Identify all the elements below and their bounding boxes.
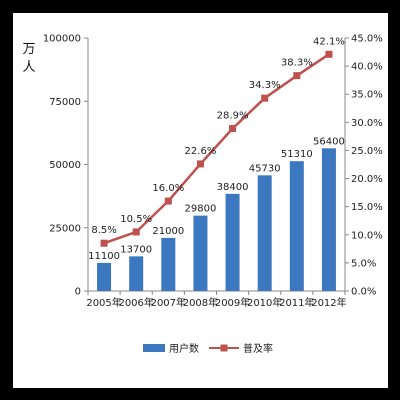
bar bbox=[129, 256, 144, 291]
left-tick-label: 75000 bbox=[49, 97, 81, 108]
x-tick-label: 2010年 bbox=[247, 296, 282, 309]
right-axis-ticks: 0.0% 5.0% 10.0% 15.0% 20.0% 25.0% 30.0% 35.0% 40… bbox=[345, 34, 383, 298]
right-tick-label: 40.0% bbox=[351, 62, 383, 73]
right-tick-label: 5.0% bbox=[351, 258, 376, 269]
line-value-label: 8.5% bbox=[91, 225, 116, 236]
line-value-labels: 8.5% 10.5% 16.0% 22.6% 28.9% 34.3%38.3%42.1% bbox=[91, 36, 344, 236]
x-tick-label: 2005年 bbox=[86, 296, 121, 309]
left-tick-label: 25000 bbox=[49, 223, 81, 234]
line-path bbox=[103, 53, 330, 245]
line-marker bbox=[100, 239, 108, 247]
combo-chart: 0 25000 50000 75000 100000 0.0% 5.0% 10.0% 15.0… bbox=[22, 34, 383, 356]
right-tick-label: 35.0% bbox=[351, 90, 383, 101]
line-marker bbox=[164, 197, 172, 205]
bar-value-label: 45730 bbox=[249, 163, 281, 174]
bar bbox=[161, 237, 176, 291]
bar bbox=[321, 148, 336, 291]
left-tick-label: 100000 bbox=[43, 34, 81, 45]
line-marker bbox=[261, 94, 269, 102]
right-tick-label: 20.0% bbox=[351, 174, 383, 185]
right-tick-label: 10.0% bbox=[351, 230, 383, 241]
line-marker bbox=[132, 228, 140, 236]
x-tick-label: 2011年 bbox=[279, 296, 314, 309]
line-value-label: 38.3% bbox=[281, 58, 313, 69]
x-tick-label: 2007年 bbox=[151, 296, 186, 309]
line-series bbox=[100, 50, 333, 247]
line-value-label: 34.3% bbox=[249, 80, 281, 91]
x-tick-label: 2008年 bbox=[183, 296, 218, 309]
bar bbox=[97, 262, 112, 291]
line-value-label: 28.9% bbox=[217, 111, 249, 122]
bar bbox=[257, 175, 272, 291]
bar-value-label: 11100 bbox=[88, 251, 120, 262]
legend: 用户数 普及率 bbox=[143, 342, 273, 355]
y-left-unit-char-2: 人 bbox=[22, 60, 35, 75]
right-tick-label: 30.0% bbox=[351, 118, 383, 129]
chart-canvas: 0 25000 50000 75000 100000 0.0% 5.0% 10.0% 15.0… bbox=[13, 13, 388, 388]
right-tick-label: 15.0% bbox=[351, 202, 383, 213]
bar bbox=[225, 193, 240, 291]
y-left-unit-label: 万 人 bbox=[22, 42, 35, 75]
line-marker bbox=[325, 50, 333, 58]
bar-value-label: 29800 bbox=[185, 204, 217, 215]
line-marker bbox=[229, 125, 237, 133]
line-marker bbox=[293, 72, 301, 80]
left-tick-label: 0 bbox=[75, 287, 81, 298]
bar bbox=[289, 161, 304, 291]
right-tick-label: 0.0% bbox=[351, 287, 376, 298]
x-tick-label: 2009年 bbox=[215, 296, 250, 309]
bar-value-label: 13700 bbox=[120, 244, 152, 255]
legend-label-line: 普及率 bbox=[243, 342, 273, 355]
right-tick-label: 45.0% bbox=[351, 34, 383, 45]
line-value-label: 16.0% bbox=[152, 183, 184, 194]
x-tick-label: 2012年 bbox=[311, 296, 346, 309]
bar-series bbox=[97, 148, 336, 291]
legend-label-bar: 用户数 bbox=[169, 342, 199, 355]
bar-value-label: 38400 bbox=[217, 182, 249, 193]
line-value-label: 42.1% bbox=[313, 36, 345, 47]
bar-value-label: 56400 bbox=[313, 136, 345, 147]
left-axis-ticks: 0 25000 50000 75000 100000 bbox=[43, 34, 88, 298]
y-left-unit-char-1: 万 bbox=[22, 42, 35, 57]
x-tick-label: 2006年 bbox=[118, 296, 153, 309]
legend-swatch-bar bbox=[143, 344, 165, 352]
right-tick-label: 25.0% bbox=[351, 146, 383, 157]
legend-swatch-marker bbox=[220, 344, 228, 352]
left-tick-label: 50000 bbox=[49, 160, 81, 171]
bar-value-label: 51310 bbox=[281, 149, 313, 160]
bar-value-label: 21000 bbox=[152, 226, 184, 237]
line-marker bbox=[196, 160, 204, 168]
line-value-label: 10.5% bbox=[120, 214, 152, 225]
line-value-label: 22.6% bbox=[185, 146, 217, 157]
bar bbox=[193, 215, 208, 291]
